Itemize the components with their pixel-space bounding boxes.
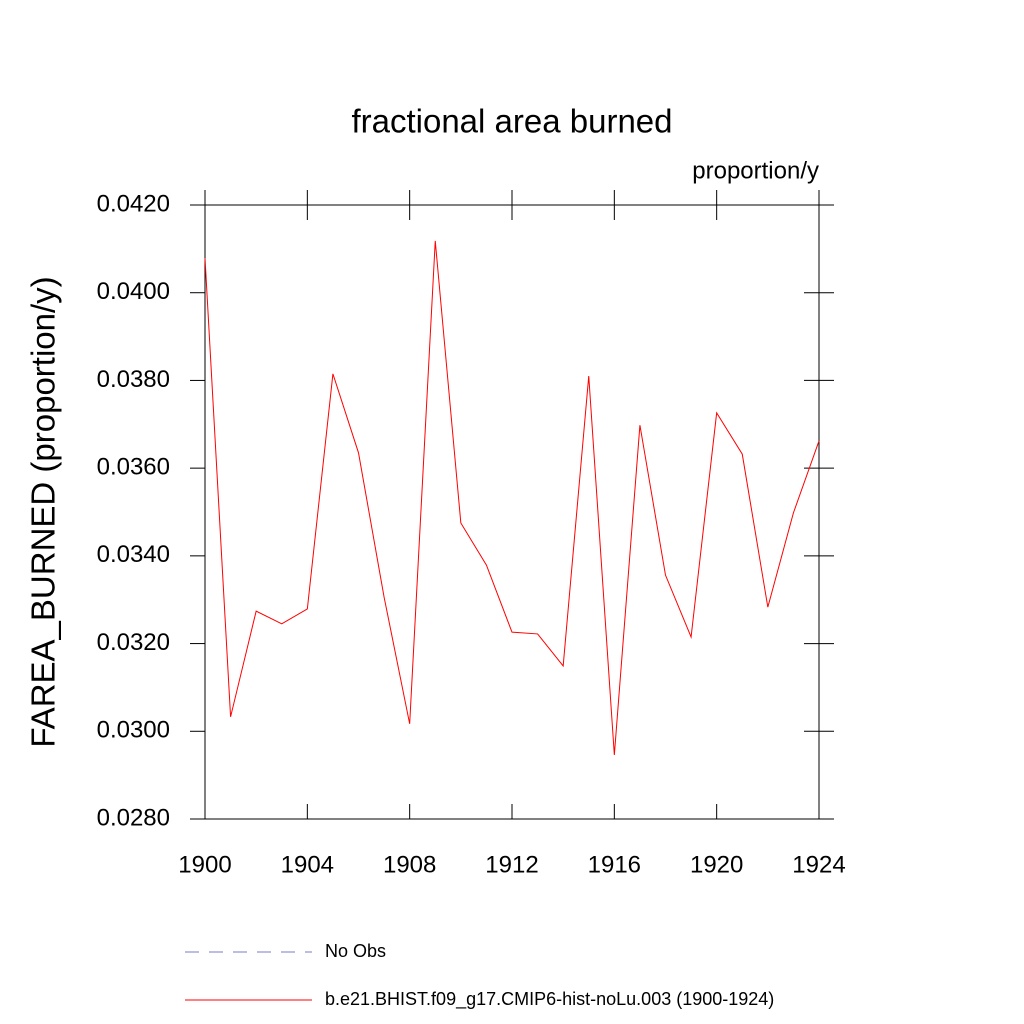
x-tick-label: 1904 (281, 851, 334, 878)
x-tick-label: 1920 (690, 851, 743, 878)
chart-subtitle: proportion/y (692, 157, 819, 184)
y-tick-label: 0.0340 (97, 541, 170, 568)
y-tick-label: 0.0300 (97, 717, 170, 744)
x-tick-label: 1924 (792, 851, 845, 878)
x-tick-label: 1908 (383, 851, 436, 878)
x-tick-label: 1912 (485, 851, 538, 878)
plot-frame (204, 204, 820, 820)
y-tick-label: 0.0360 (97, 453, 170, 480)
y-tick-label: 0.0280 (97, 804, 170, 831)
y-tick-label: 0.0380 (97, 366, 170, 393)
y-axis-label: FAREA_BURNED (proportion/y) (25, 276, 62, 747)
y-tick-label: 0.0320 (97, 629, 170, 656)
x-tick-label: 1900 (178, 851, 231, 878)
data-line (204, 240, 820, 756)
chart-title: fractional area burned (351, 103, 672, 140)
x-tick-label: 1916 (588, 851, 641, 878)
legend-label: b.e21.BHIST.f09_g17.CMIP6-hist-noLu.003 … (325, 989, 774, 1010)
y-tick-label: 0.0420 (97, 190, 170, 217)
y-tick-label: 0.0400 (97, 278, 170, 305)
legend-label: No Obs (325, 941, 386, 961)
